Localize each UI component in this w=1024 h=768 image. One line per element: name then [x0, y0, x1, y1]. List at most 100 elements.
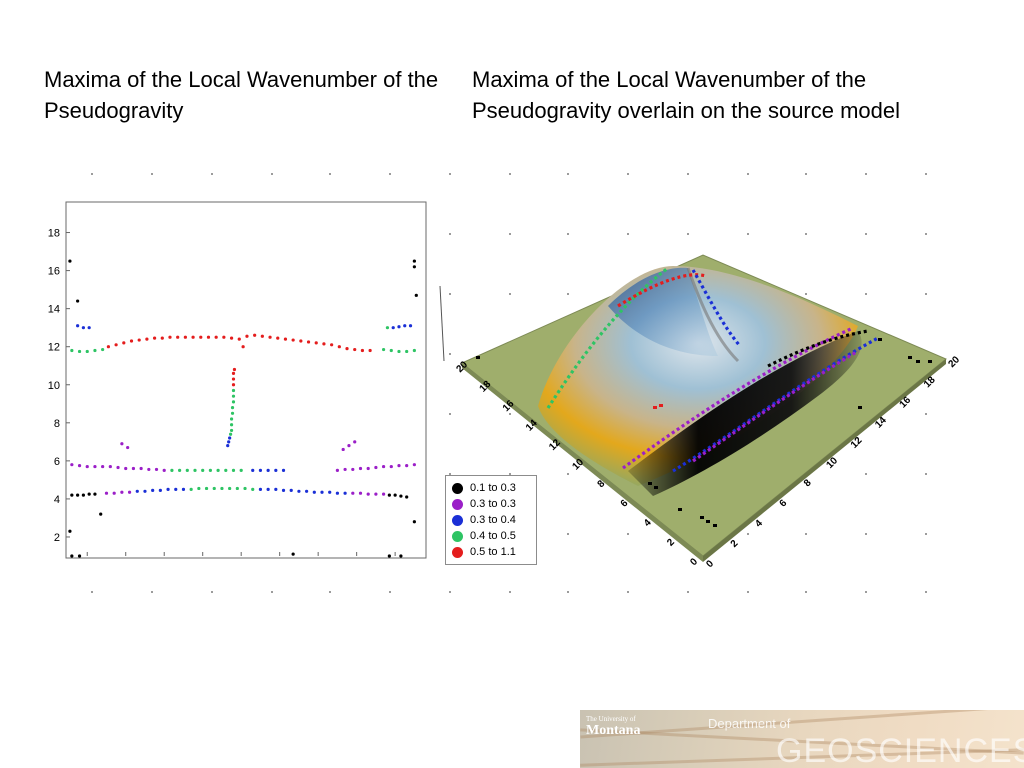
- data-point: [399, 554, 403, 558]
- data-point: [343, 491, 347, 495]
- data-point: [251, 468, 255, 472]
- data-point: [120, 442, 124, 446]
- x-tick-label: 14: [312, 561, 324, 562]
- x-tick-label: 8: [200, 561, 206, 562]
- banner-university-small: The University of: [586, 715, 636, 723]
- maxima-mark: [908, 356, 912, 359]
- data-point: [231, 468, 236, 472]
- data-point: [139, 466, 143, 471]
- data-point: [93, 348, 97, 353]
- data-point: [129, 339, 134, 343]
- data-point: [70, 348, 74, 353]
- grid-dot: [211, 173, 213, 175]
- maxima-mark: [713, 524, 717, 527]
- data-point: [70, 493, 74, 497]
- grid-dot: [509, 591, 511, 593]
- data-point: [405, 495, 409, 499]
- overlay-maxima-marks: [476, 338, 932, 527]
- grid-dot: [329, 173, 331, 175]
- legend-item: 0.3 to 0.3: [452, 497, 516, 511]
- x-tick-label: 2: [84, 561, 90, 562]
- data-point: [131, 466, 136, 471]
- legend-item: 0.1 to 0.3: [452, 481, 516, 495]
- data-point: [106, 345, 111, 349]
- axis-b-tick-label: 6: [778, 497, 790, 509]
- data-point: [206, 335, 211, 339]
- data-point: [345, 347, 349, 351]
- data-point: [274, 487, 278, 492]
- data-point: [237, 337, 241, 341]
- data-point: [77, 349, 82, 354]
- data-point: [183, 335, 187, 339]
- data-point: [176, 335, 180, 339]
- x-tick-label: 12: [274, 561, 286, 562]
- grid-dot: [151, 173, 153, 175]
- data-point: [229, 432, 233, 436]
- grid-dot: [925, 173, 927, 175]
- data-point: [178, 468, 182, 472]
- ground-edge-right: [703, 359, 946, 562]
- data-point: [81, 326, 85, 330]
- grid-dot: [211, 591, 213, 593]
- data-point: [397, 464, 401, 468]
- data-point: [101, 464, 105, 469]
- data-point: [220, 486, 224, 491]
- data-point: [281, 468, 286, 472]
- data-point: [358, 466, 363, 471]
- data-point: [208, 468, 212, 472]
- data-point: [231, 377, 236, 381]
- data-point: [197, 486, 201, 491]
- data-point: [299, 339, 303, 343]
- legend-label: 0.5 to 1.1: [470, 546, 516, 558]
- data-point: [152, 336, 157, 340]
- grid-dot: [567, 591, 569, 593]
- data-point: [76, 299, 80, 303]
- x-tick-label: 6: [161, 561, 167, 562]
- data-point: [85, 349, 89, 354]
- maxima-mark: [648, 482, 652, 485]
- data-point: [297, 489, 301, 493]
- grid-dot: [449, 473, 451, 475]
- data-point: [189, 487, 193, 492]
- legend-label: 0.3 to 0.3: [470, 498, 516, 510]
- legend-label: 0.3 to 0.4: [470, 514, 516, 526]
- banner-department: Department of: [708, 716, 791, 731]
- data-point: [341, 447, 345, 452]
- maxima-line: [692, 349, 859, 463]
- data-point: [124, 466, 128, 471]
- data-point: [266, 468, 270, 472]
- data-point: [145, 337, 149, 341]
- data-point: [251, 487, 255, 492]
- y-tick-label: 16: [48, 266, 60, 278]
- maxima-mark: [476, 356, 480, 359]
- source-body-ridge: [686, 267, 740, 363]
- source-body-dome: [538, 266, 858, 486]
- grid-dot: [925, 591, 927, 593]
- data-point: [314, 341, 318, 345]
- grid-dot: [449, 293, 451, 295]
- data-point: [224, 468, 228, 472]
- legend-swatch: [452, 530, 463, 542]
- axis-b-tick-label: 8: [802, 477, 814, 489]
- legend-label: 0.1 to 0.3: [470, 482, 516, 494]
- data-point: [101, 347, 105, 352]
- data-point: [229, 336, 234, 340]
- data-point: [216, 468, 220, 472]
- data-point: [405, 464, 409, 468]
- data-point: [170, 468, 174, 472]
- data-point: [408, 324, 413, 328]
- data-point: [147, 467, 151, 472]
- data-point: [93, 464, 97, 469]
- grid-dot: [687, 591, 689, 593]
- grid-dot: [925, 533, 927, 535]
- data-point: [268, 335, 272, 339]
- legend-swatch: [452, 482, 463, 494]
- data-point: [185, 468, 189, 472]
- y-tick-label: 4: [54, 494, 60, 506]
- data-point: [226, 444, 230, 448]
- data-point: [77, 464, 82, 468]
- grid-dot: [805, 293, 807, 295]
- data-point: [154, 467, 159, 472]
- data-point: [231, 388, 236, 393]
